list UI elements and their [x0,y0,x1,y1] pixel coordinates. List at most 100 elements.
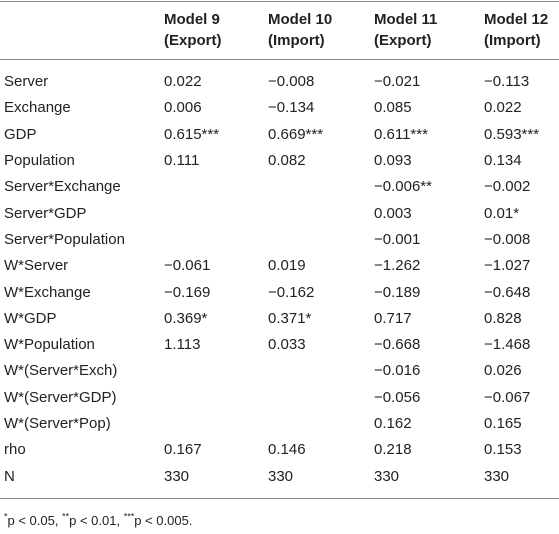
cell-value: 0.371* [268,309,312,327]
cell-value: −0.006** [374,178,432,196]
row-label: rho [4,441,26,459]
row-label: W*Exchange [4,283,91,301]
cell-value [264,227,368,253]
cell-value: 0.828 [484,309,522,327]
row-label: W*GDP [4,309,57,327]
row-label: Server*GDP [4,204,87,222]
footnote: *p < 0.05, **p < 0.01, ***p < 0.005. [4,512,192,528]
table-row: Population 0.111 0.082 0.093 0.134 [0,148,559,174]
significance-level: p < 0.01, [69,513,121,529]
table-row: W*(Server*GDP) −0.056 −0.067 [0,385,559,411]
cell-value: 0.146 [268,441,306,459]
cell-value: 0.167 [164,441,202,459]
cell-value: 0.085 [374,99,412,117]
row-label: Server*Exchange [4,178,121,196]
row-label: Exchange [4,99,71,117]
cell-value: 330 [268,467,294,485]
cell-value: 0.003 [374,204,412,222]
cell-value [264,358,368,384]
cell-value: −1.262 [374,257,421,275]
row-label: W*(Server*GDP) [4,388,117,406]
cell-value [264,411,368,437]
table-row: Server*Exchange −0.006** −0.002 [0,174,559,200]
cell-value: 0.369* [164,309,208,327]
cell-value: 0.134 [484,152,522,170]
cell-value: −0.648 [484,283,531,301]
cell-value [264,200,368,226]
cell-value: 0.165 [484,415,522,432]
cell-value: −0.061 [164,257,211,275]
cell-value: 0.01* [484,204,520,222]
cell-value: −0.002 [484,178,531,196]
cell-value [264,174,368,200]
table-row: GDP 0.615*** 0.669*** 0.611*** 0.593*** [0,122,559,148]
cell-value: −0.113 [484,73,530,91]
table-row: W*Exchange −0.169 −0.162 −0.189 −0.648 [0,279,559,305]
cell-value: 0.019 [268,257,306,275]
table-row: Exchange 0.006 −0.134 0.085 0.022 [0,95,559,121]
cell-value [152,385,264,411]
cell-value: −0.001 [374,230,421,248]
row-label: W*Server [4,257,69,275]
cell-value: −1.027 [484,257,531,275]
cell-value: −0.056 [374,388,421,406]
cell-value [152,227,264,253]
cell-value: 0.669*** [268,125,324,143]
cell-value: −0.169 [164,283,211,301]
table-row: rho 0.167 0.146 0.218 0.153 [0,437,559,463]
cell-value: 0.717 [374,309,412,327]
cell-value: −0.668 [374,336,421,354]
cell-value: −0.134 [268,99,315,117]
footnote-item: *p < 0.05, [4,512,59,529]
cell-value: −0.008 [268,73,315,91]
table-row: W*(Server*Exch) −0.016 0.026 [0,358,559,384]
cell-value [264,385,368,411]
cell-value: 0.162 [374,415,412,432]
cell-value: −0.021 [374,73,421,91]
row-label: Server*Population [4,230,125,248]
table-row: Server*GDP 0.003 0.01* [0,200,559,226]
table-row: W*Server −0.061 0.019 −1.262 −1.027 [0,253,559,279]
cell-value: 0.033 [268,336,306,354]
cell-value: 0.026 [484,362,522,380]
cell-value: 0.022 [164,73,202,91]
row-label: Population [4,152,75,170]
table-row: W*(Server*Pop) 0.162 0.165 [0,411,559,437]
cell-value: 0.111 [164,152,200,170]
cell-value: 330 [164,467,190,485]
cell-value: −0.067 [484,388,531,406]
table-row: Server*Population −0.001 −0.008 [0,227,559,253]
row-label: Server [4,73,49,91]
cell-value [152,358,264,384]
cell-value: 330 [484,467,510,485]
footnote-item: ***p < 0.005. [123,512,193,529]
row-label: W*(Server*Pop) [4,415,111,432]
table-row: Server 0.022 −0.008 −0.021 −0.113 [0,60,559,96]
column-header: Model 12 (Import) [484,11,549,49]
cell-value [152,411,264,437]
table-row: W*Population 1.113 0.033 −0.668 −1.468 [0,332,559,358]
cell-value: 330 [374,467,400,485]
cell-value: 0.006 [164,99,202,117]
cell-value: −0.189 [374,283,421,301]
row-label: W*Population [4,336,95,354]
significance-level: p < 0.005. [134,513,193,529]
cell-value: 1.113 [164,336,201,354]
header-row: Model 9 (Export) Model 10 (Import) Model 1… [0,1,559,60]
cell-value: 0.593*** [484,125,540,143]
cell-value: 0.022 [484,99,522,117]
significance-stars: *** [123,512,135,522]
cell-value: 0.093 [374,152,412,170]
row-label: GDP [4,125,37,143]
significance-stars: ** [62,512,70,522]
cell-value: 0.611*** [374,125,428,143]
cell-value [152,174,264,200]
cell-value: 0.615*** [164,125,220,143]
row-label: W*(Server*Exch) [4,362,118,380]
significance-stars: * [4,512,8,522]
column-header: Model 9 (Export) [164,11,222,49]
significance-level: p < 0.05, [7,513,59,529]
cell-value: 0.153 [484,441,522,459]
cell-value: 0.218 [374,441,412,459]
